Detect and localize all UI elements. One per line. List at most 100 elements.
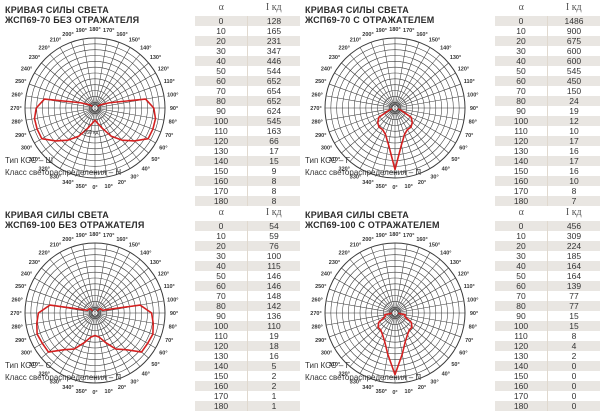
angle-label: 220° bbox=[339, 250, 350, 256]
intensity-cell: 16 bbox=[248, 351, 300, 361]
angle-label: 220° bbox=[39, 45, 50, 51]
intensity-cell: 115 bbox=[248, 261, 300, 271]
angle-label: 200° bbox=[62, 237, 73, 243]
angle-cell: 180 bbox=[495, 401, 548, 411]
intensity-cell: 24 bbox=[548, 96, 600, 106]
angle-label: 280° bbox=[312, 120, 323, 126]
column-header-intensity: I кд bbox=[548, 207, 600, 221]
angle-cell: 20 bbox=[495, 241, 548, 251]
angle-cell: 60 bbox=[495, 76, 548, 86]
angle-label: 300° bbox=[321, 146, 332, 152]
intensity-cell: 164 bbox=[548, 271, 600, 281]
angle-cell: 0 bbox=[195, 16, 248, 26]
angle-cell: 120 bbox=[495, 136, 548, 146]
intensity-cell: 110 bbox=[248, 321, 300, 331]
angle-cell: 110 bbox=[495, 331, 548, 341]
intensity-cell: 347 bbox=[248, 46, 300, 56]
angle-cell: 40 bbox=[495, 261, 548, 271]
angle-label: 270° bbox=[10, 311, 21, 317]
intensity-cell: 77 bbox=[548, 291, 600, 301]
angle-cell: 100 bbox=[195, 116, 248, 126]
intensity-cell: 66 bbox=[248, 136, 300, 146]
intensity-cell: 450 bbox=[548, 76, 600, 86]
angle-label: 350° bbox=[76, 184, 87, 190]
angle-label: 200° bbox=[362, 237, 373, 243]
intensity-cell: 2 bbox=[248, 371, 300, 381]
light-class: Класс светораспределения – Н bbox=[5, 167, 121, 179]
intensity-cell: 76 bbox=[248, 241, 300, 251]
angle-label: 110° bbox=[164, 284, 175, 290]
angle-label: 180° bbox=[389, 27, 400, 33]
intensity-cell: 163 bbox=[248, 126, 300, 136]
angle-cell: 60 bbox=[495, 281, 548, 291]
intensity-cell: 17 bbox=[548, 136, 600, 146]
intensity-cell: 446 bbox=[248, 56, 300, 66]
intensity-cell: 1 bbox=[248, 401, 300, 411]
angle-label: 120° bbox=[158, 67, 169, 73]
angle-label: 60° bbox=[159, 351, 167, 357]
angle-cell: 140 bbox=[195, 156, 248, 166]
angle-label: 160° bbox=[116, 32, 127, 38]
intensity-cell: 1486 bbox=[548, 16, 600, 26]
angle-label: 90° bbox=[470, 106, 478, 112]
intensity-cell: 1 bbox=[248, 391, 300, 401]
angle-label: 350° bbox=[76, 389, 87, 395]
angle-label: 50° bbox=[451, 362, 459, 368]
angle-label: 40° bbox=[442, 372, 450, 378]
intensity-cell: 652 bbox=[248, 96, 300, 106]
angle-label: 150° bbox=[429, 243, 440, 249]
intensity-cell: 0 bbox=[548, 401, 600, 411]
angle-label: 240° bbox=[321, 67, 332, 73]
angle-cell: 140 bbox=[495, 361, 548, 371]
intensity-cell: 8 bbox=[248, 186, 300, 196]
intensity-cell: 10 bbox=[548, 126, 600, 136]
angle-label: 30° bbox=[130, 379, 138, 385]
angle-label: 40° bbox=[142, 167, 150, 173]
intensity-cell: 309 bbox=[548, 231, 600, 241]
angle-label: 170° bbox=[103, 28, 114, 34]
angle-label: 30° bbox=[430, 174, 438, 180]
angle-label: 270° bbox=[310, 106, 321, 112]
intensity-cell: 545 bbox=[248, 116, 300, 126]
intensity-cell: 19 bbox=[248, 331, 300, 341]
intensity-cell: 0 bbox=[548, 361, 600, 371]
kss-panel-2: КРИВАЯ СИЛЫ СВЕТА ЖСП69-70 С ОТРАЖАТЕЛЕМ… bbox=[300, 0, 600, 204]
angle-label: 290° bbox=[15, 133, 26, 139]
angle-label: 80° bbox=[169, 120, 177, 126]
angle-cell: 50 bbox=[195, 271, 248, 281]
angle-cell: 10 bbox=[495, 231, 548, 241]
intensity-cell: 600 bbox=[548, 46, 600, 56]
angle-label: 190° bbox=[376, 233, 387, 239]
angle-cell: 10 bbox=[195, 26, 248, 36]
angle-label: 110° bbox=[164, 79, 175, 85]
angle-label: 50° bbox=[151, 157, 159, 163]
angle-label: 150° bbox=[129, 243, 140, 249]
angle-cell: 160 bbox=[495, 176, 548, 186]
angle-cell: 130 bbox=[495, 351, 548, 361]
scale-label: 650 кд bbox=[84, 130, 99, 136]
angle-label: 10° bbox=[105, 389, 113, 395]
